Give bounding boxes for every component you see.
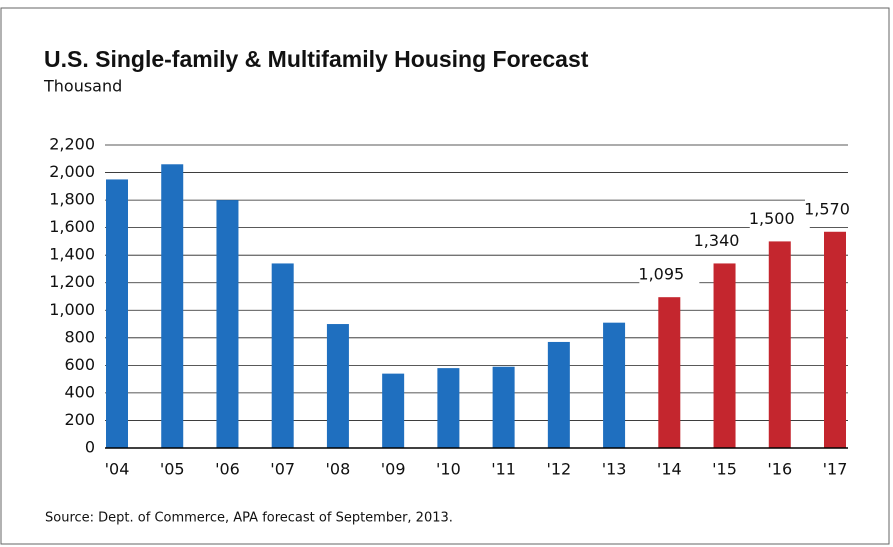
x-tick-label: '04 xyxy=(105,460,130,479)
bar xyxy=(768,241,791,448)
x-tick-label: '13 xyxy=(602,460,627,479)
bar xyxy=(326,324,349,448)
bar xyxy=(161,164,184,449)
y-tick-label: 0 xyxy=(85,438,95,457)
x-tick-label: '17 xyxy=(823,460,848,479)
x-tick-label: '05 xyxy=(160,460,185,479)
y-tick-label: 800 xyxy=(64,327,95,346)
chart-title: U.S. Single-family & Multifamily Housing… xyxy=(44,46,589,72)
y-tick-label: 400 xyxy=(64,382,95,401)
bar xyxy=(271,263,294,448)
y-tick-label: 1,000 xyxy=(49,300,95,319)
y-tick-label: 2,200 xyxy=(49,135,95,154)
x-tick-label: '16 xyxy=(767,460,792,479)
bar xyxy=(216,200,239,448)
bar xyxy=(658,297,681,448)
bar xyxy=(492,366,515,448)
x-tick-label: '11 xyxy=(491,460,516,479)
x-tick-label: '07 xyxy=(270,460,295,479)
source-note: Source: Dept. of Commerce, APA forecast … xyxy=(45,511,453,526)
x-tick-label: '10 xyxy=(436,460,461,479)
y-tick-label: 1,400 xyxy=(49,245,95,264)
x-tick-label: '12 xyxy=(546,460,571,479)
x-tick-label: '08 xyxy=(326,460,351,479)
y-tick-label: 1,200 xyxy=(49,272,95,291)
value-label: 1,340 xyxy=(694,231,740,250)
bar xyxy=(106,179,128,448)
x-tick-label: '09 xyxy=(381,460,406,479)
chart-subtitle: Thousand xyxy=(43,77,122,96)
value-label: 1,570 xyxy=(804,199,850,218)
y-tick-label: 1,800 xyxy=(49,190,95,209)
value-label: 1,500 xyxy=(749,209,795,228)
y-tick-label: 2,000 xyxy=(49,162,95,181)
bar xyxy=(824,231,846,448)
y-tick-label: 600 xyxy=(64,355,95,374)
bar xyxy=(437,368,460,448)
x-tick-label: '14 xyxy=(657,460,682,479)
frame xyxy=(0,7,890,545)
bar xyxy=(713,263,736,448)
bar xyxy=(547,341,570,448)
bar xyxy=(382,373,405,448)
label-bg xyxy=(749,207,810,230)
y-tick-label: 200 xyxy=(64,410,95,429)
value-label: 1,095 xyxy=(638,265,684,284)
y-tick-label: 1,600 xyxy=(49,217,95,236)
bar xyxy=(603,322,626,448)
x-tick-label: '06 xyxy=(215,460,240,479)
x-tick-label: '15 xyxy=(712,460,737,479)
label-bg xyxy=(694,229,755,252)
label-bg xyxy=(639,263,700,286)
label-bg xyxy=(805,197,865,220)
